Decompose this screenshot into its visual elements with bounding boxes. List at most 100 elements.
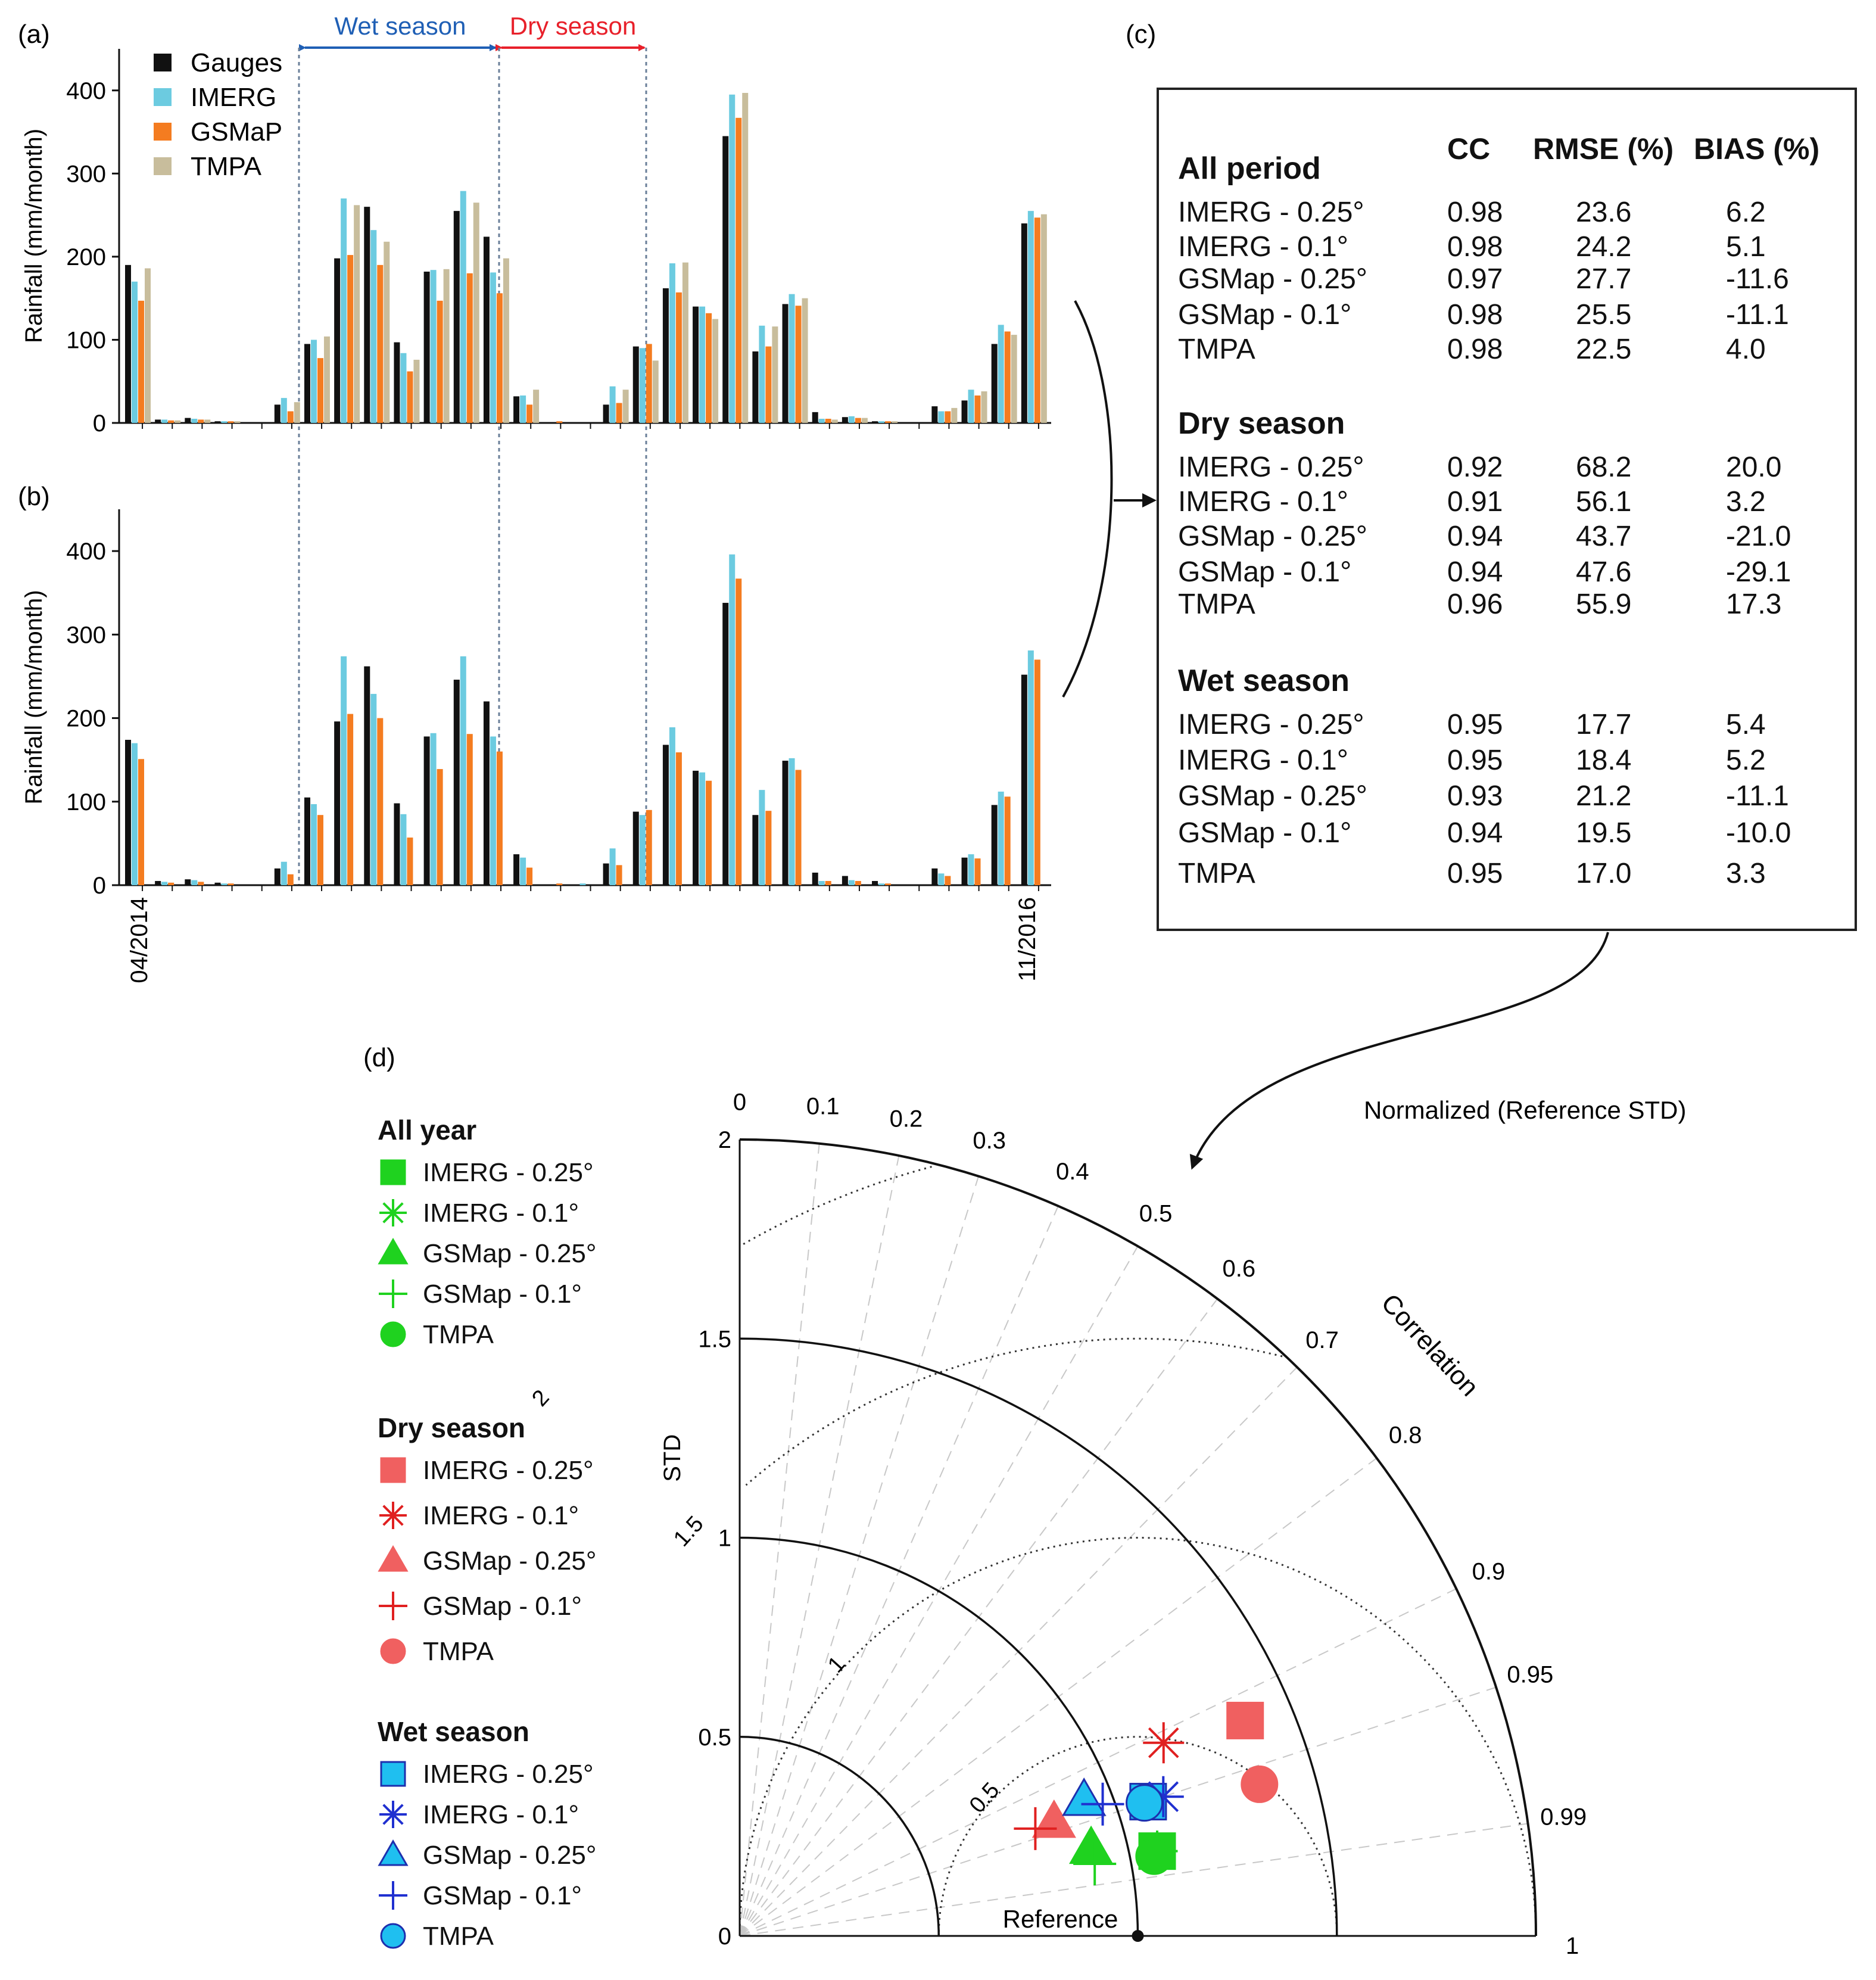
bar-gsmap <box>526 404 533 423</box>
y-tick-label: 200 <box>66 244 106 270</box>
correlation-tick-label: 0.5 <box>1139 1201 1173 1227</box>
bar-gauges <box>693 306 699 423</box>
legend-label-gauges: Gauges <box>191 48 282 77</box>
bar-gsmap <box>1034 217 1040 423</box>
bar-imerg <box>430 733 437 885</box>
bar-imerg <box>281 398 287 423</box>
bar-gsmap <box>377 718 384 885</box>
std-tick-label: 1.5 <box>698 1326 731 1352</box>
bar-gauges <box>513 396 520 423</box>
section-title-all-period: All period <box>1178 151 1321 186</box>
bar-imerg <box>759 325 765 423</box>
legend-marker-square <box>380 1457 406 1483</box>
bar-gsmap <box>974 858 981 885</box>
bar-gauges <box>842 876 848 885</box>
arrow-ab-to-c <box>1062 300 1113 698</box>
correlation-label: Correlation <box>1376 1288 1485 1402</box>
bar-tmpa <box>443 269 450 423</box>
std-axis-label: STD <box>659 1434 685 1482</box>
bar-gauges <box>274 404 281 423</box>
bar-gauges <box>334 258 341 423</box>
bar-gauges <box>722 603 729 885</box>
legend-group-title: Wet season <box>378 1716 529 1747</box>
bar-imerg <box>789 758 795 885</box>
bar-imerg <box>460 656 466 885</box>
bar-tmpa <box>473 203 479 423</box>
bar-imerg <box>490 736 496 885</box>
y-tick-label: 0 <box>93 873 106 899</box>
bar-gsmap <box>945 411 951 423</box>
legend-item-label: IMERG - 0.25° <box>423 1158 594 1187</box>
bar-imerg <box>400 353 407 423</box>
bar-gsmap <box>1004 796 1011 885</box>
legend-swatch-imerg <box>154 88 172 106</box>
panel-label-c: (c) <box>1126 20 1156 49</box>
panel-label-b: (b) <box>18 482 50 511</box>
bar-gauges <box>1021 223 1027 423</box>
bar-tmpa <box>772 326 778 423</box>
legend-item-label: TMPA <box>423 1320 494 1349</box>
legend-group-title: Dry season <box>378 1412 526 1443</box>
bar-gauges <box>872 421 878 423</box>
bar-imerg <box>370 693 377 885</box>
legend-item-label: IMERG - 0.1° <box>423 1800 579 1829</box>
rms-contour <box>739 1166 932 1247</box>
bar-gauges <box>155 880 161 885</box>
bar-gauges <box>453 680 460 885</box>
legend-marker-triangle <box>378 1237 409 1265</box>
bar-gauges <box>693 770 699 885</box>
bar-tmpa <box>384 241 390 423</box>
bar-tmpa <box>413 359 420 423</box>
bar-gsmap <box>675 292 682 423</box>
bar-gauges <box>125 740 131 885</box>
arrow-c-to-d <box>1189 932 1609 1170</box>
bar-gsmap <box>855 418 861 423</box>
bar-tmpa <box>234 421 241 423</box>
bar-imerg <box>998 791 1004 885</box>
legend-marker-circle <box>380 1923 406 1949</box>
bar-imerg <box>490 272 496 423</box>
legend-item-label: IMERG - 0.25° <box>423 1456 594 1485</box>
x-last-label: 11/2016 <box>1014 897 1040 982</box>
bar-gsmap <box>945 876 951 885</box>
bar-gauges <box>394 342 400 423</box>
bar-gsmap <box>974 395 981 423</box>
bar-gauges <box>931 868 938 885</box>
legend-label-imerg: IMERG <box>191 83 276 112</box>
legend-item-label: GSMap - 0.25° <box>423 1239 597 1268</box>
bar-gauges <box>1021 674 1027 885</box>
legend-item-label: GSMap - 0.25° <box>423 1546 597 1576</box>
bar-imerg <box>281 861 287 885</box>
bar-gsmap <box>138 759 144 885</box>
taylor-marker-circle <box>1135 1837 1173 1875</box>
bar-imerg <box>639 815 646 885</box>
bar-gsmap <box>1004 331 1011 423</box>
y-axis-label: Rainfall (mm/month) <box>21 590 47 804</box>
legend-item-label: IMERG - 0.1° <box>423 1501 579 1530</box>
std-arc <box>739 1536 1139 1937</box>
bar-imerg <box>191 419 198 423</box>
bar-gsmap <box>885 883 892 885</box>
legend-swatch-gsmap <box>154 123 172 141</box>
bar-gauges <box>185 879 191 885</box>
bar-gsmap <box>437 769 443 885</box>
legend-marker-triangle <box>378 1545 409 1572</box>
correlation-tick-label: 0.99 <box>1540 1804 1587 1830</box>
y-tick-label: 100 <box>66 789 106 815</box>
bar-gsmap <box>736 578 742 885</box>
bar-gsmap <box>496 751 503 885</box>
panel-label-a: (a) <box>18 20 50 49</box>
legend-item-label: TMPA <box>423 1922 494 1951</box>
legend-item-label: IMERG - 0.1° <box>423 1198 579 1228</box>
legend-marker-plus <box>379 1881 407 1910</box>
legend-marker-asterisk <box>379 1502 407 1529</box>
legend-marker-asterisk <box>379 1199 407 1226</box>
legend-label-gsmap: GSMaP <box>191 117 282 147</box>
std-tick-label: 0.5 <box>698 1724 731 1751</box>
x-first-label: 04/2014 <box>126 897 152 983</box>
bar-imerg <box>430 270 437 423</box>
reference-point <box>1132 1930 1144 1942</box>
bar-gauges <box>752 351 759 423</box>
bar-imerg <box>789 294 795 423</box>
bar-gauges <box>274 868 281 885</box>
